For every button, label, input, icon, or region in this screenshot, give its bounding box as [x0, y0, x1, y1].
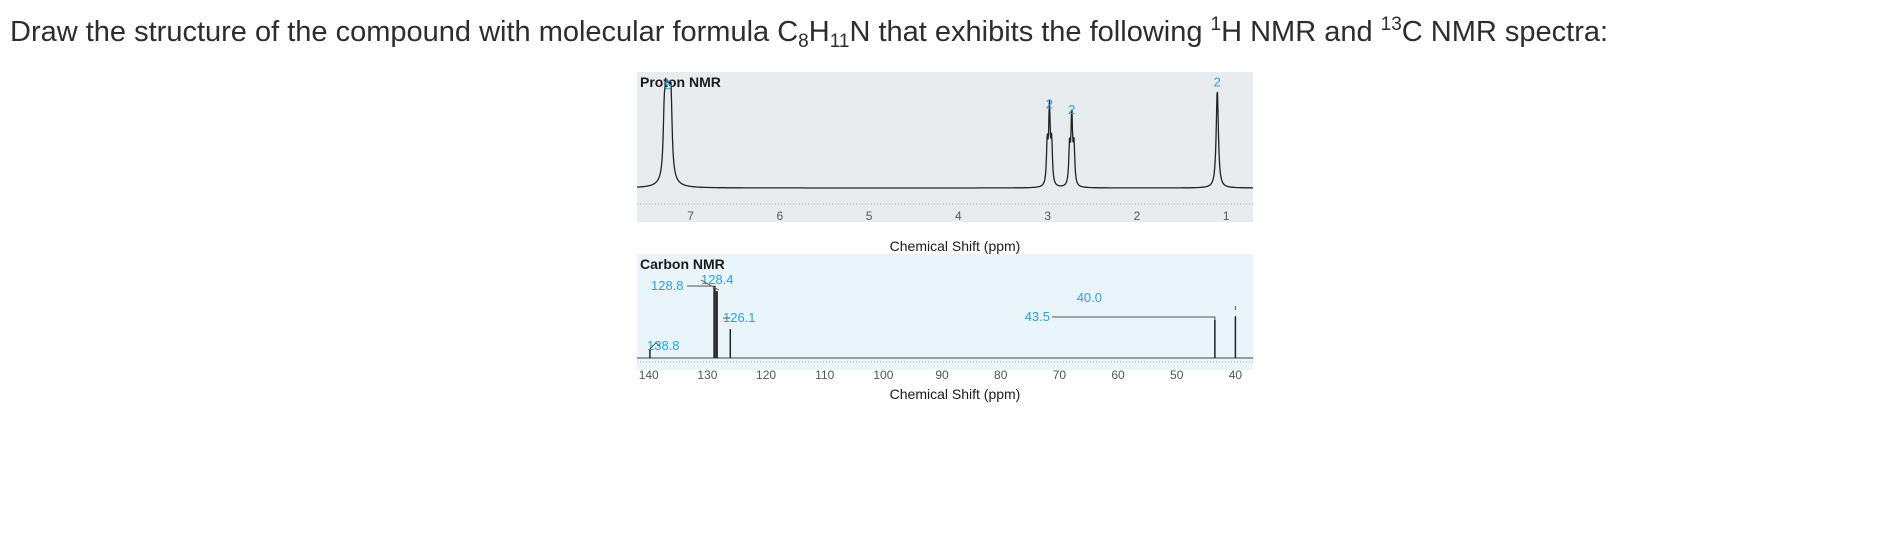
carbon-tick-label: 130 — [697, 368, 717, 382]
proton-spectrum-line — [637, 81, 1253, 189]
carbon-peak-label: 128.4 — [701, 272, 734, 287]
carbon-tick-label: 110 — [815, 368, 834, 382]
proton-tick-label: 6 — [776, 209, 783, 223]
carbon-tick-label: 70 — [1053, 368, 1067, 382]
proton-integration-label: 2 — [1068, 102, 1075, 117]
proton-tick-label: 5 — [866, 209, 873, 223]
proton-integration-label: 2 — [1046, 97, 1053, 112]
proton-panel-title: Proton NMR — [640, 74, 721, 90]
carbon-panel-background — [637, 254, 1253, 370]
proton-tick-label: 4 — [955, 209, 962, 223]
proton-tick-label: 2 — [1134, 209, 1141, 223]
carbon-tick-label: 100 — [873, 368, 893, 382]
carbon-peak-label: 126.1 — [723, 310, 756, 325]
carbon-tick-label: 50 — [1170, 368, 1184, 382]
carbon-tick-label: 90 — [935, 368, 949, 382]
proton-tick-label: 1 — [1223, 209, 1230, 223]
carbon-x-axis-label: Chemical Shift (ppm) — [890, 386, 1021, 402]
proton-integration-label: 5 — [665, 78, 672, 93]
carbon-tick-label: 140 — [639, 368, 659, 382]
carbon-panel-title: Carbon NMR — [640, 256, 725, 272]
carbon-label-leader — [649, 342, 661, 350]
carbon-label-leader — [700, 279, 720, 291]
proton-panel-background — [637, 72, 1253, 222]
carbon-peak-label: 43.5 — [1025, 309, 1050, 324]
carbon-tick-label: 40 — [1229, 368, 1243, 382]
carbon-peak-label: 40.0 — [1077, 290, 1102, 305]
carbon-peak-label: 138.8 — [647, 338, 680, 353]
carbon-label-leader — [1052, 316, 1216, 320]
proton-tick-label: 7 — [687, 209, 694, 223]
carbon-tick-label: 80 — [994, 368, 1008, 382]
carbon-tick-label: 60 — [1111, 368, 1125, 382]
question-text: Draw the structure of the compound with … — [10, 14, 1609, 52]
proton-x-axis-label: Chemical Shift (ppm) — [890, 238, 1021, 254]
proton-tick-label: 3 — [1044, 209, 1051, 223]
carbon-tick-label: 120 — [756, 368, 776, 382]
proton-integration-label: 2 — [1214, 74, 1221, 89]
carbon-peak-label: 128.8 — [651, 278, 684, 293]
